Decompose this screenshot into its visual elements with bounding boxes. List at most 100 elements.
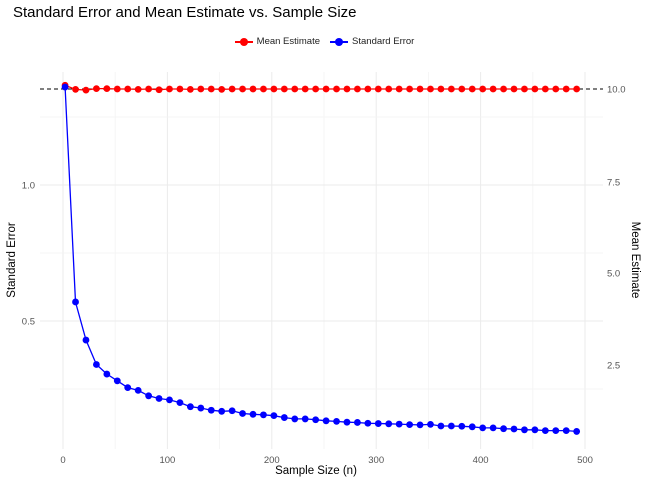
data-point: [155, 86, 163, 94]
data-point: [103, 370, 111, 378]
data-point: [395, 420, 403, 428]
x-tick-label: 300: [368, 455, 384, 466]
data-point: [72, 298, 79, 306]
x-tick-label: 200: [264, 455, 280, 466]
x-tick-label: 0: [60, 455, 65, 466]
data-point: [218, 85, 226, 93]
x-tick-label: 400: [473, 455, 489, 466]
data-point: [228, 407, 236, 415]
data-point: [416, 85, 424, 93]
data-point: [364, 85, 372, 93]
data-point: [166, 396, 173, 404]
axis-ticks: 0 100 200 300 400 500 0.5 1.0 2.5 5.0 7.5 10.0: [22, 85, 626, 467]
data-point: [489, 85, 497, 93]
data-point: [510, 85, 518, 93]
data-point: [354, 85, 361, 93]
data-point: [500, 85, 507, 93]
legend-key-blue-line-dot-icon: [330, 37, 349, 47]
data-point: [145, 392, 153, 400]
data-point: [260, 411, 267, 419]
data-point: [385, 85, 393, 93]
data-point: [72, 85, 79, 93]
data-point: [103, 85, 111, 93]
data-point: [145, 85, 153, 93]
data-point: [291, 85, 299, 93]
data-point: [447, 422, 455, 430]
data-point: [166, 85, 173, 93]
data-point: [343, 418, 351, 426]
y-right-tick-label: 10.0: [607, 85, 626, 96]
data-point: [113, 85, 121, 93]
data-point: [291, 415, 299, 423]
data-point: [249, 85, 257, 93]
data-point: [239, 410, 246, 417]
data-point: [228, 85, 236, 93]
data-point: [521, 426, 528, 434]
data-point: [333, 417, 340, 425]
data-point: [510, 425, 518, 433]
x-axis-title: Sample Size (n): [275, 465, 357, 477]
y-left-tick-label: 1.0: [22, 181, 35, 192]
legend-item-mean-estimate: Mean Estimate: [234, 36, 321, 47]
mean-estimate-series: [61, 81, 581, 94]
legend: Mean Estimate Standard Error: [0, 36, 649, 47]
data-point: [541, 85, 549, 93]
data-point: [562, 427, 570, 435]
data-point: [374, 420, 382, 427]
data-point: [124, 384, 132, 392]
data-point: [406, 85, 414, 93]
legend-label: Mean Estimate: [256, 36, 321, 47]
data-point: [197, 404, 205, 412]
data-point: [176, 85, 184, 93]
data-point: [552, 427, 560, 435]
data-point: [270, 412, 278, 420]
data-point: [280, 414, 288, 421]
legend-label: Standard Error: [352, 36, 415, 47]
data-point: [186, 85, 194, 93]
y-right-tick-label: 7.5: [607, 178, 620, 189]
data-point: [93, 361, 100, 368]
data-point: [489, 424, 497, 432]
data-point: [343, 85, 351, 93]
legend-key-red-line-dot-icon: [234, 37, 253, 47]
data-point: [395, 85, 403, 93]
data-point: [176, 399, 184, 406]
data-point: [124, 85, 132, 93]
gridlines: [40, 72, 603, 449]
data-point: [207, 406, 215, 414]
data-point: [427, 420, 434, 428]
data-series: [61, 81, 581, 435]
data-point: [155, 395, 163, 402]
data-point: [322, 85, 330, 93]
data-point: [521, 85, 528, 93]
chart-title: Standard Error and Mean Estimate vs. Sam…: [13, 4, 357, 21]
data-point: [218, 407, 226, 415]
data-point: [186, 403, 194, 411]
data-point: [541, 427, 549, 435]
data-point: [458, 85, 466, 93]
standard-error-series: [61, 83, 581, 435]
data-point: [479, 85, 487, 93]
data-point: [270, 85, 278, 93]
data-point: [93, 85, 100, 93]
data-point: [406, 421, 414, 429]
data-point: [374, 85, 382, 93]
data-point: [333, 85, 340, 93]
data-point: [312, 85, 320, 93]
data-point: [312, 416, 320, 424]
data-point: [354, 419, 361, 426]
data-point: [61, 83, 69, 91]
data-point: [385, 420, 393, 428]
data-point: [82, 336, 90, 344]
legend-item-standard-error: Standard Error: [330, 36, 414, 47]
data-point: [458, 422, 466, 430]
data-point: [364, 419, 372, 427]
data-point: [468, 85, 476, 93]
data-point: [437, 85, 445, 93]
data-point: [197, 85, 205, 93]
data-point: [531, 426, 539, 434]
x-tick-label: 500: [577, 455, 593, 466]
y-left-tick-label: 0.5: [22, 317, 35, 328]
data-point: [447, 85, 455, 93]
